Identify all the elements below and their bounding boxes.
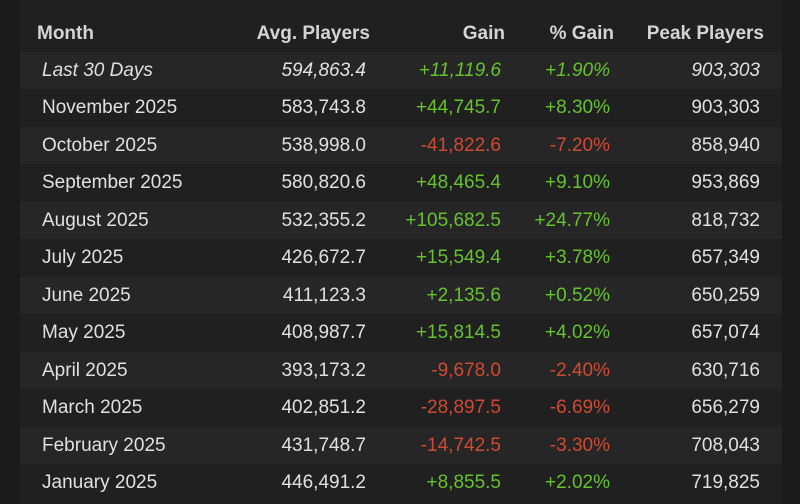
row-avg-players: 594,863.4 xyxy=(281,59,366,81)
table-row: September 2025 580,820.6 +48,465.4 +9.10% 95… xyxy=(20,164,782,202)
row-peak-players: 903,303 xyxy=(691,59,760,81)
row-month: July 2025 xyxy=(42,247,124,268)
row-gain: -28,897.5 xyxy=(420,397,501,418)
row-month: October 2025 xyxy=(42,134,158,156)
row-avg-players: 411,123.3 xyxy=(282,284,366,306)
row-peak-players: 657,349 xyxy=(691,247,760,268)
row-avg-players: 408,987.7 xyxy=(281,322,366,343)
row-month: March 2025 xyxy=(42,397,143,418)
row-month: June 2025 xyxy=(42,284,131,306)
row-avg-players: 431,748.7 xyxy=(281,434,366,456)
row-avg-players: 402,851.2 xyxy=(281,397,366,418)
row-avg-players: 580,820.6 xyxy=(281,172,366,193)
header-percent-gain: % Gain xyxy=(549,23,614,44)
row-peak-players: 719,825 xyxy=(691,472,760,493)
row-percent-gain: +24.77% xyxy=(534,209,610,231)
table-row: June 2025 411,123.3 +2,135.6 +0.52% 650,259 xyxy=(20,277,782,314)
row-month: November 2025 xyxy=(42,97,178,118)
row-gain: +15,549.4 xyxy=(415,247,501,268)
row-gain: +8,855.5 xyxy=(426,472,502,493)
row-gain: +48,465.4 xyxy=(415,172,501,193)
row-avg-players: 426,672.7 xyxy=(281,247,366,268)
table-row: Last 30 Days 594,863.4 +11,119.6 +1.90% 903,… xyxy=(20,52,782,89)
table-row: November 2025 583,743.8 +44,745.7 +8.30% 903… xyxy=(20,89,782,127)
row-percent-gain: -2.40% xyxy=(549,359,610,381)
table-header: Month Avg. Players Gain % Gain Peak Play… xyxy=(20,14,782,54)
row-percent-gain: +0.52% xyxy=(545,284,610,306)
row-peak-players: 708,043 xyxy=(691,434,760,456)
header-avg-players: Avg. Players xyxy=(256,23,370,44)
table-row: January 2025 446,491.2 +8,855.5 +2.02% 719,8… xyxy=(20,464,782,502)
row-peak-players: 818,732 xyxy=(691,209,760,231)
row-percent-gain: -3.30% xyxy=(549,434,610,456)
row-avg-players: 532,355.2 xyxy=(281,209,366,231)
row-percent-gain: -7.20% xyxy=(549,134,610,156)
table-row: May 2025 408,987.7 +15,814.5 +4.02% 657,074 xyxy=(20,314,782,352)
row-gain: -14,742.5 xyxy=(420,434,501,456)
row-gain: +15,814.5 xyxy=(415,322,501,343)
row-peak-players: 656,279 xyxy=(691,397,760,418)
row-peak-players: 630,716 xyxy=(691,359,760,381)
row-peak-players: 858,940 xyxy=(691,134,760,156)
row-avg-players: 538,998.0 xyxy=(281,134,366,156)
table-row: October 2025 538,998.0 -41,822.6 -7.20% 858,… xyxy=(20,127,782,164)
header-month: Month xyxy=(37,23,94,44)
header-gain: Gain xyxy=(462,23,505,44)
header-peak-players: Peak Players xyxy=(646,23,764,44)
row-percent-gain: -6.69% xyxy=(549,397,610,418)
row-month: January 2025 xyxy=(42,472,158,493)
row-avg-players: 446,491.2 xyxy=(281,472,366,493)
row-peak-players: 903,303 xyxy=(691,97,760,118)
row-gain: -41,822.6 xyxy=(420,134,501,156)
table-row: August 2025 532,355.2 +105,682.5 +24.77% 818… xyxy=(20,202,782,239)
row-gain: +11,119.6 xyxy=(418,59,501,81)
row-gain: +44,745.7 xyxy=(415,97,501,118)
row-month: August 2025 xyxy=(42,209,149,231)
row-percent-gain: +3.78% xyxy=(545,247,610,268)
row-peak-players: 953,869 xyxy=(691,172,760,193)
row-percent-gain: +8.30% xyxy=(545,97,610,118)
row-peak-players: 650,259 xyxy=(691,284,760,306)
row-month: September 2025 xyxy=(42,172,183,193)
table-row: April 2025 393,173.2 -9,678.0 -2.40% 630,716 xyxy=(20,352,782,389)
table-row: March 2025 402,851.2 -28,897.5 -6.69% 656,27… xyxy=(20,389,782,427)
row-peak-players: 657,074 xyxy=(691,322,760,343)
table-row: July 2025 426,672.7 +15,549.4 +3.78% 657,349 xyxy=(20,239,782,277)
row-avg-players: 393,173.2 xyxy=(281,359,366,381)
row-month: February 2025 xyxy=(42,434,166,456)
row-percent-gain: +9.10% xyxy=(545,172,610,193)
row-month: Last 30 Days xyxy=(42,59,153,81)
row-month: April 2025 xyxy=(42,359,128,381)
row-gain: +105,682.5 xyxy=(405,209,501,231)
row-gain: +2,135.6 xyxy=(426,284,502,306)
row-percent-gain: +4.02% xyxy=(545,322,610,343)
table-row: February 2025 431,748.7 -14,742.5 -3.30% 708… xyxy=(20,427,782,464)
row-percent-gain: +1.90% xyxy=(545,59,610,81)
row-percent-gain: +2.02% xyxy=(545,472,610,493)
row-avg-players: 583,743.8 xyxy=(281,97,366,118)
row-month: May 2025 xyxy=(42,322,126,343)
row-gain: -9,678.0 xyxy=(431,359,501,381)
